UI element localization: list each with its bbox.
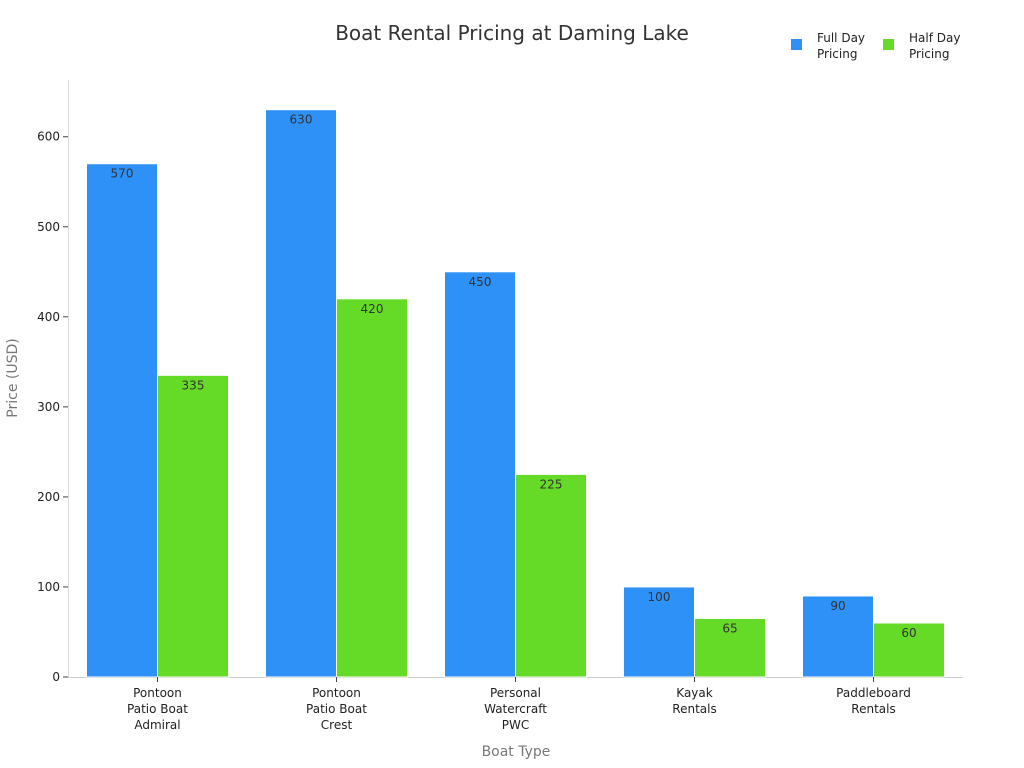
y-tick-label: 400 [37, 310, 60, 324]
data-label: 65 [722, 621, 737, 635]
data-label: 420 [361, 302, 384, 316]
bar-series-0-cat-1 [265, 109, 337, 678]
bar-series-1-cat-4 [873, 622, 945, 678]
legend-swatch [791, 39, 802, 50]
bar-series-1-cat-0 [157, 374, 229, 678]
data-label: 100 [648, 590, 671, 604]
data-label: 450 [469, 275, 492, 289]
bar-series-0-cat-4 [802, 595, 874, 678]
x-axis-title: Boat Type [482, 744, 551, 760]
bar-series-0-cat-2 [444, 271, 516, 678]
y-tick-label: 0 [52, 670, 60, 684]
y-tick-label: 200 [37, 490, 60, 504]
legend-swatch [883, 39, 894, 50]
bar-series-0-cat-0 [86, 163, 158, 678]
legend-entry-label: Full Day Pricing [817, 31, 865, 61]
bar-series-1-cat-1 [336, 298, 408, 678]
bar-series-1-cat-2 [515, 473, 587, 678]
x-category-label: Personal Watercraft PWC [484, 686, 547, 732]
chart-title: Boat Rental Pricing at Daming Lake [335, 21, 689, 45]
data-label: 335 [182, 378, 205, 392]
y-axis-title: Price (USD) [5, 338, 21, 417]
bars [86, 109, 945, 678]
data-labels: 570 630 450 100 90 335 420 225 65 60 [111, 113, 917, 640]
y-tick-label: 500 [37, 220, 60, 234]
x-axis-category-labels: Pontoon Patio Boat Admiral Pontoon Patio Boa… [127, 677, 911, 732]
x-category-label: Kayak Rentals [672, 686, 716, 716]
y-tick-label: 600 [37, 130, 60, 144]
legend: Full Day Pricing Half Day Pricing [791, 31, 960, 61]
y-axis-ticks: 0 100 200 300 400 500 600 [37, 130, 68, 684]
legend-entry-label: Half Day Pricing [909, 31, 960, 61]
data-label: 90 [830, 599, 845, 613]
x-category-label: Pontoon Patio Boat Admiral [127, 686, 188, 732]
data-label: 225 [540, 477, 563, 491]
x-category-label: Pontoon Patio Boat Crest [306, 686, 367, 732]
data-label: 60 [901, 626, 916, 640]
y-tick-label: 300 [37, 400, 60, 414]
data-label: 630 [290, 113, 313, 127]
bar-series-1-cat-3 [694, 617, 766, 678]
data-label: 570 [111, 167, 134, 181]
x-category-label: Paddleboard Rentals [836, 686, 911, 716]
y-tick-label: 100 [37, 580, 60, 594]
